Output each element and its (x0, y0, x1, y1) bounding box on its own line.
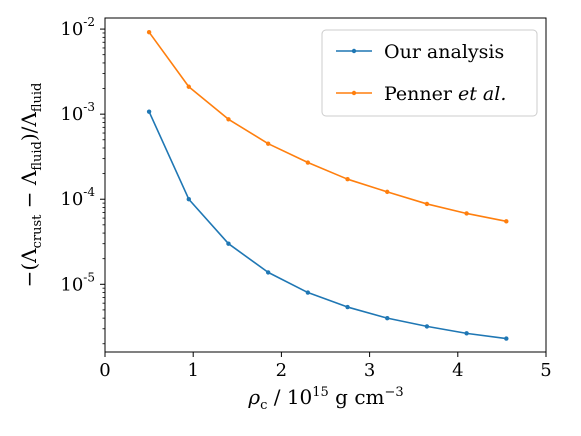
legend-marker-our-analysis (351, 48, 357, 54)
series-1-point (345, 176, 350, 182)
x-tick-label: 2 (276, 360, 287, 381)
x-tick-label: 1 (187, 360, 198, 381)
y-axis-label: −(Λcrust − Λfluid)/Λfluid (17, 83, 45, 288)
series-0-point (226, 241, 231, 246)
series-line-0 (148, 111, 507, 340)
series-0-point (464, 331, 469, 336)
plot-marks (146, 29, 509, 341)
legend-label-our-analysis: Our analysis (384, 41, 504, 63)
series-line-1 (148, 31, 507, 223)
y-tick-label: 10-4 (60, 185, 95, 210)
y-tick-label: 10-3 (60, 100, 95, 125)
legend: Our analysis Penner et al. (321, 29, 538, 117)
series-1-point (464, 211, 469, 216)
x-tick-label: 5 (540, 360, 551, 381)
y-tick-label: 10-2 (60, 15, 95, 40)
series-0-point (424, 324, 430, 329)
series-1-point (226, 117, 231, 122)
series-0-point (345, 304, 350, 310)
x-tick-label: 0 (99, 360, 110, 381)
series-0-point (146, 109, 152, 114)
series-1-point (305, 160, 311, 165)
plot-frame (104, 17, 547, 353)
legend-label-penner: Penner et al. (384, 83, 506, 105)
x-tick-label: 3 (364, 360, 375, 381)
x-axis: 0 1 2 3 4 5 (99, 352, 552, 381)
series-0-point (504, 336, 509, 341)
y-tick-label: 10-5 (60, 270, 95, 295)
x-axis-label: ρc / 1015 g cm−3 (247, 385, 403, 413)
legend-box (321, 29, 538, 117)
series-1-point (385, 189, 390, 195)
series-1-point (504, 219, 509, 224)
series-0-point (385, 315, 390, 321)
series-1-point (265, 141, 271, 146)
legend-marker-penner (351, 90, 357, 96)
series-1-point (146, 29, 152, 35)
series-1-point (424, 201, 430, 207)
series-1-point (186, 84, 191, 89)
series-0-point (186, 197, 191, 202)
x-tick-label: 4 (452, 360, 463, 381)
y-axis: 10-5 10-4 10-3 10-2 (60, 15, 105, 345)
series-0-point (265, 270, 271, 275)
series-0-point (305, 290, 311, 295)
